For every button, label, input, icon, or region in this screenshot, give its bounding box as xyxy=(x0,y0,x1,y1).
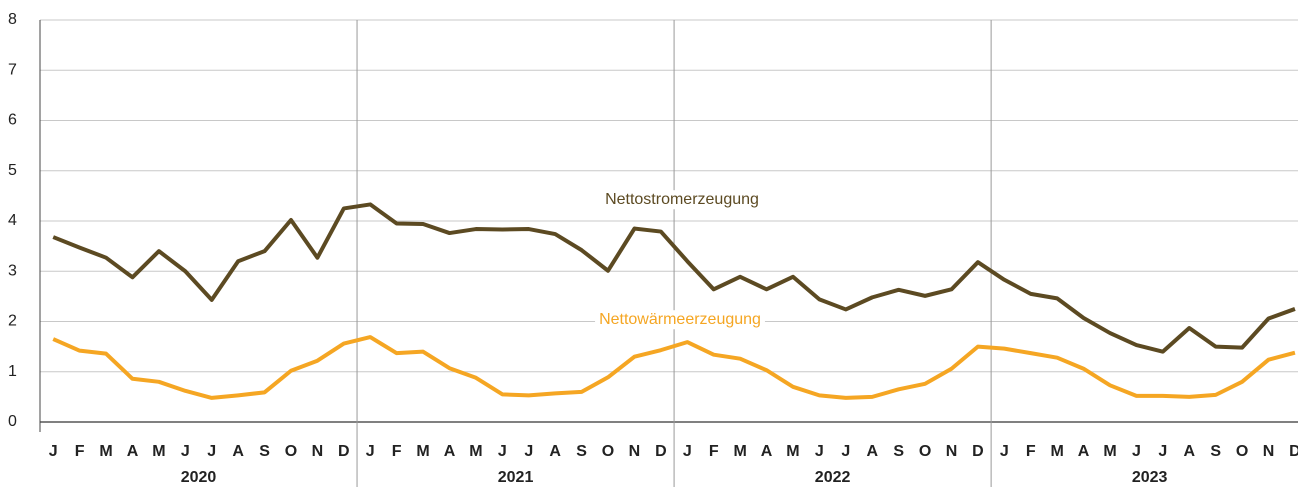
x-tick-label: A xyxy=(549,443,561,460)
x-tick-label: O xyxy=(602,443,614,460)
x-tick-label: S xyxy=(1210,443,1221,460)
x-tick-label: F xyxy=(1026,443,1036,460)
x-tick-label: J xyxy=(366,443,375,460)
x-tick-label: J xyxy=(1000,443,1009,460)
x-tick-label: A xyxy=(866,443,878,460)
x-tick-label: J xyxy=(1132,443,1141,460)
year-label: 2020 xyxy=(181,469,217,486)
y-tick-label: 5 xyxy=(8,162,17,179)
x-tick-label: J xyxy=(498,443,507,460)
x-tick-label: M xyxy=(1103,443,1116,460)
x-tick-label: S xyxy=(259,443,270,460)
x-tick-label: A xyxy=(232,443,244,460)
x-tick-label: J xyxy=(1158,443,1167,460)
x-tick-label: J xyxy=(815,443,824,460)
x-tick-label: A xyxy=(127,443,139,460)
x-tick-label: D xyxy=(972,443,984,460)
year-label: 2023 xyxy=(1132,469,1168,486)
y-tick-label: 2 xyxy=(8,313,17,330)
series-label-bg xyxy=(601,190,763,210)
x-tick-label: N xyxy=(1263,443,1275,460)
x-tick-label: J xyxy=(49,443,58,460)
x-tick-label: M xyxy=(733,443,746,460)
series-line xyxy=(52,335,1296,400)
x-tick-label: J xyxy=(207,443,216,460)
y-tick-label: 3 xyxy=(8,262,17,279)
series-label-bg xyxy=(595,310,765,330)
y-tick-label: 0 xyxy=(8,413,17,430)
x-tick-label: D xyxy=(655,443,667,460)
x-tick-label: S xyxy=(893,443,904,460)
x-tick-label: J xyxy=(841,443,850,460)
y-tick-label: 1 xyxy=(8,363,17,380)
x-tick-label: N xyxy=(946,443,958,460)
year-label: 2021 xyxy=(498,469,534,486)
year-label: 2022 xyxy=(815,469,851,486)
y-tick-label: 7 xyxy=(8,61,17,78)
y-tick-label: 4 xyxy=(8,212,17,229)
x-tick-label: S xyxy=(576,443,587,460)
x-tick-label: M xyxy=(152,443,165,460)
x-tick-label: F xyxy=(392,443,402,460)
x-tick-label: N xyxy=(629,443,641,460)
x-tick-label: N xyxy=(312,443,324,460)
y-tick-label: 8 xyxy=(8,11,17,28)
x-tick-label: M xyxy=(786,443,799,460)
x-tick-label: M xyxy=(469,443,482,460)
y-tick-label: 6 xyxy=(8,112,17,129)
x-tick-label: M xyxy=(416,443,429,460)
x-tick-label: O xyxy=(919,443,931,460)
x-tick-label: O xyxy=(285,443,297,460)
x-tick-label: F xyxy=(75,443,85,460)
x-tick-label: O xyxy=(1236,443,1248,460)
x-tick-label: A xyxy=(1183,443,1195,460)
series-label: Nettowärmeerzeugung xyxy=(599,311,761,328)
x-tick-label: J xyxy=(524,443,533,460)
x-tick-label: A xyxy=(1078,443,1090,460)
x-tick-label: J xyxy=(181,443,190,460)
x-tick-label: D xyxy=(1289,443,1298,460)
x-tick-label: M xyxy=(99,443,112,460)
series-line xyxy=(52,202,1296,354)
x-tick-label: A xyxy=(761,443,773,460)
series-label: Nettostromerzeugung xyxy=(605,191,759,208)
x-tick-label: J xyxy=(683,443,692,460)
x-tick-label: M xyxy=(1051,443,1064,460)
x-tick-label: A xyxy=(444,443,456,460)
x-tick-label: F xyxy=(709,443,719,460)
x-tick-label: D xyxy=(338,443,350,460)
